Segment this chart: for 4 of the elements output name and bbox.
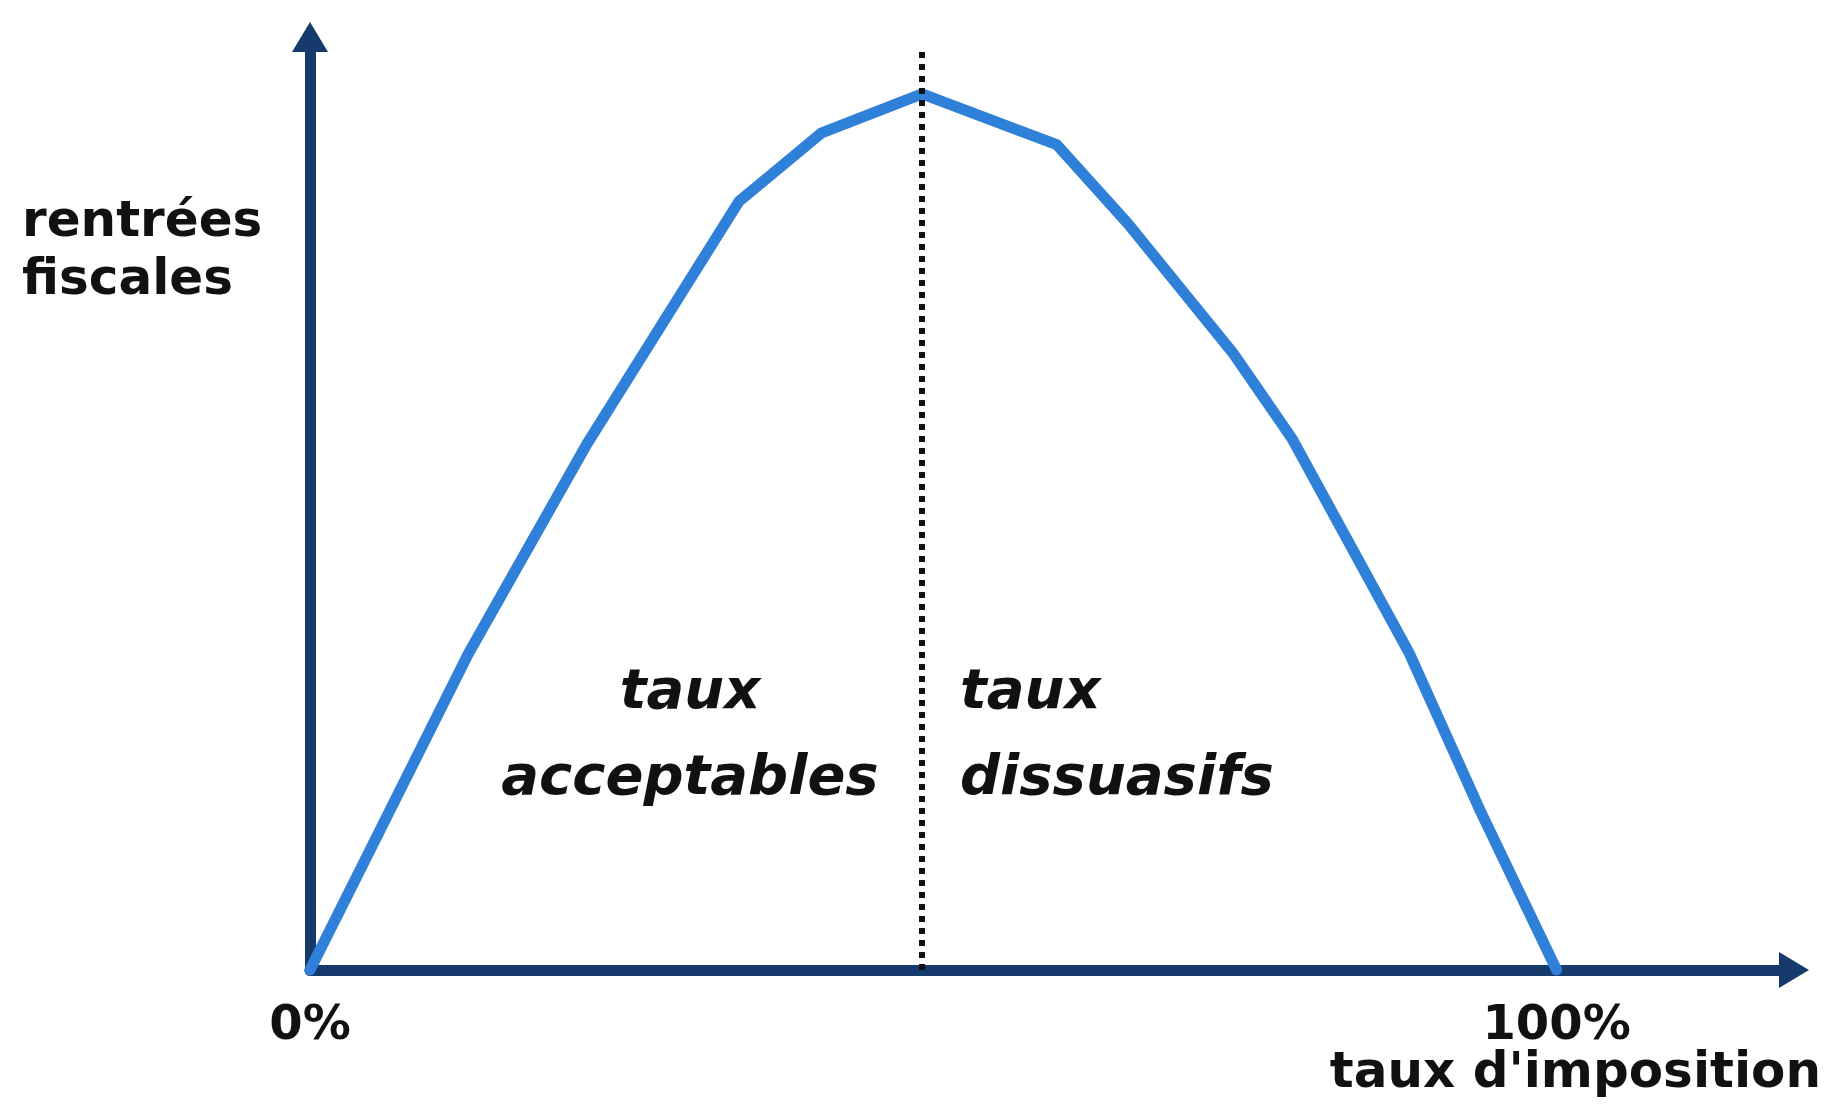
x-tick-label: 0% — [269, 994, 351, 1050]
y-axis-title: rentrées fiscales — [22, 190, 263, 306]
annotation: taux acceptables — [501, 655, 879, 807]
annotation: taux dissuasifs — [960, 655, 1274, 807]
